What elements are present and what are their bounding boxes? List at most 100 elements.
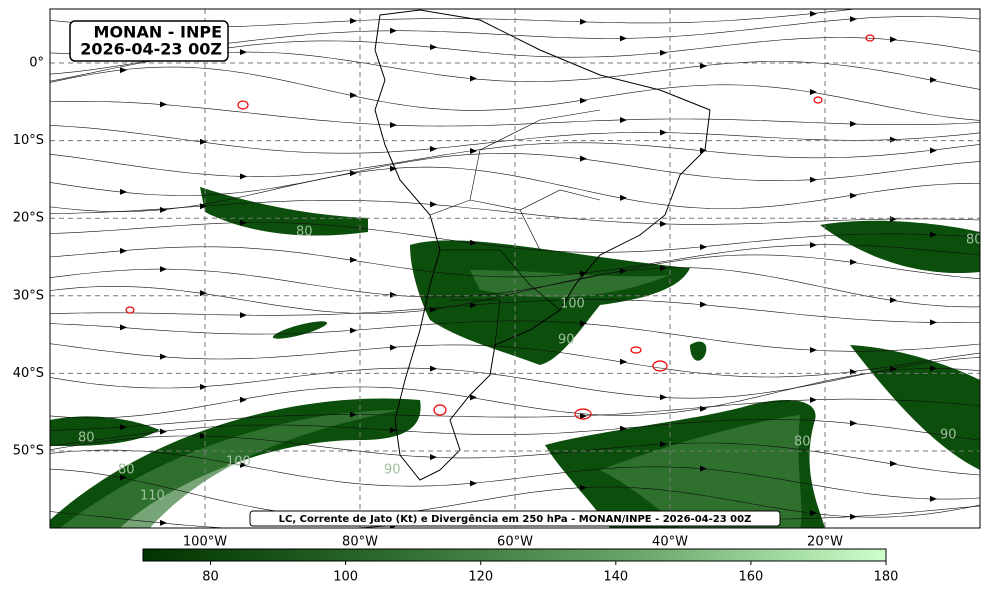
stream-arrow: [700, 465, 707, 472]
jet-region: [200, 187, 368, 236]
stream-arrow: [390, 291, 397, 298]
stream-arrow: [700, 244, 707, 251]
stream-arrow: [850, 192, 857, 199]
stream-arrow: [930, 319, 937, 326]
stream-arrow: [620, 425, 627, 432]
stream-arrow: [200, 433, 207, 440]
stream-arrow: [120, 324, 127, 331]
stream-arrow: [580, 484, 587, 491]
colorbar-tick-label: 140: [603, 570, 628, 585]
stream-arrow: [620, 116, 627, 123]
stream-arrow: [120, 188, 127, 195]
stream-arrow: [620, 358, 627, 365]
stream-arrow: [430, 201, 437, 208]
stream-arrow: [430, 454, 437, 461]
lon-label: 80°W: [342, 535, 378, 550]
stream-arrow: [930, 231, 937, 238]
stream-arrow: [850, 420, 857, 427]
stream-arrow: [700, 147, 707, 154]
contour-label: 100: [560, 297, 585, 312]
contour-label: 100: [226, 455, 251, 470]
stream-arrow: [700, 405, 707, 412]
stream-arrow: [930, 147, 937, 154]
stream-arrow: [930, 365, 937, 372]
lat-label: 50°S: [13, 444, 44, 459]
colorbar-scale: [142, 548, 887, 562]
jet-region: [410, 240, 690, 365]
contour-label: 80: [118, 463, 135, 478]
stream-arrow: [700, 301, 707, 308]
stream-arrow: [810, 88, 817, 95]
lon-label: 100°W: [183, 535, 227, 550]
colorbar-tick-label: 80: [202, 570, 219, 585]
stream-arrow: [620, 35, 627, 42]
stream-arrow: [810, 10, 817, 17]
colorbar-tick-label: 120: [468, 570, 493, 585]
stream-arrow: [660, 394, 667, 401]
stream-arrow: [120, 247, 127, 254]
stream-arrow: [350, 411, 357, 418]
stream-arrow: [660, 129, 667, 136]
stream-arrow: [200, 290, 207, 297]
stream-arrow: [890, 460, 897, 467]
stream-arrow: [580, 97, 587, 104]
stream-arrow: [850, 120, 857, 127]
stream-arrow: [890, 297, 897, 304]
stream-arrow: [350, 17, 357, 24]
streamline: [50, 320, 980, 352]
stream-arrow: [470, 302, 477, 309]
map-frame: [49, 8, 981, 529]
stream-arrow: [390, 344, 397, 351]
contour-label: 80: [966, 233, 983, 248]
jet-core: [60, 410, 400, 528]
stream-arrow: [390, 165, 397, 172]
stream-arrow: [240, 49, 247, 56]
stream-arrow: [160, 428, 167, 435]
lat-label: 20°S: [13, 211, 44, 226]
stream-arrow: [580, 412, 587, 419]
stream-arrow: [200, 383, 207, 390]
contour-label: 80: [78, 431, 95, 446]
stream-arrow: [390, 427, 397, 434]
stream-arrow: [240, 219, 247, 226]
stream-arrow: [430, 44, 437, 51]
lat-label: 30°S: [13, 288, 44, 303]
axis-labels: 0° 10°S 20°S 30°S 40°S 50°S 100°W 80°W 60°W 40°W 2…: [13, 56, 843, 550]
stream-arrow: [930, 76, 937, 83]
stream-arrow: [850, 259, 857, 266]
stream-arrow: [620, 194, 627, 201]
stream-arrow: [850, 513, 857, 520]
stream-arrow: [810, 396, 817, 403]
stream-arrow: [470, 239, 477, 246]
jet-region: [850, 345, 980, 470]
colorbar-tick-label: 100: [333, 570, 358, 585]
title-line: MONAN - INPE: [94, 23, 222, 42]
stream-arrow: [470, 480, 477, 487]
stream-arrow: [810, 241, 817, 248]
map-area: 80 80 100 90 80 80 100 90 110 90 80: [50, 9, 983, 528]
stream-arrow: [660, 220, 667, 227]
stream-arrow: [660, 441, 667, 448]
lon-label: 60°W: [497, 535, 533, 550]
stream-arrow: [470, 148, 477, 155]
contour-label: 90: [940, 428, 957, 443]
stream-arrow: [850, 16, 857, 23]
jet-region: [272, 321, 328, 339]
stream-arrow: [200, 203, 207, 210]
caption: LC, Corrente de Jato (Kt) e Divergência …: [279, 513, 752, 525]
stream-arrow: [850, 368, 857, 375]
stream-arrow: [160, 519, 167, 526]
contour-label: 110: [140, 489, 165, 504]
stream-arrow: [810, 509, 817, 516]
colorbar: 80 100 120 140 160 180: [142, 548, 898, 585]
stream-arrow: [470, 75, 477, 82]
country-borders: [429, 109, 601, 346]
stream-arrow: [810, 176, 817, 183]
stream-arrow: [890, 136, 897, 143]
stream-arrow: [580, 155, 587, 162]
lat-label: 40°S: [13, 366, 44, 381]
graticule: [50, 9, 980, 528]
stream-arrow: [120, 424, 127, 431]
streamline: [50, 343, 980, 378]
